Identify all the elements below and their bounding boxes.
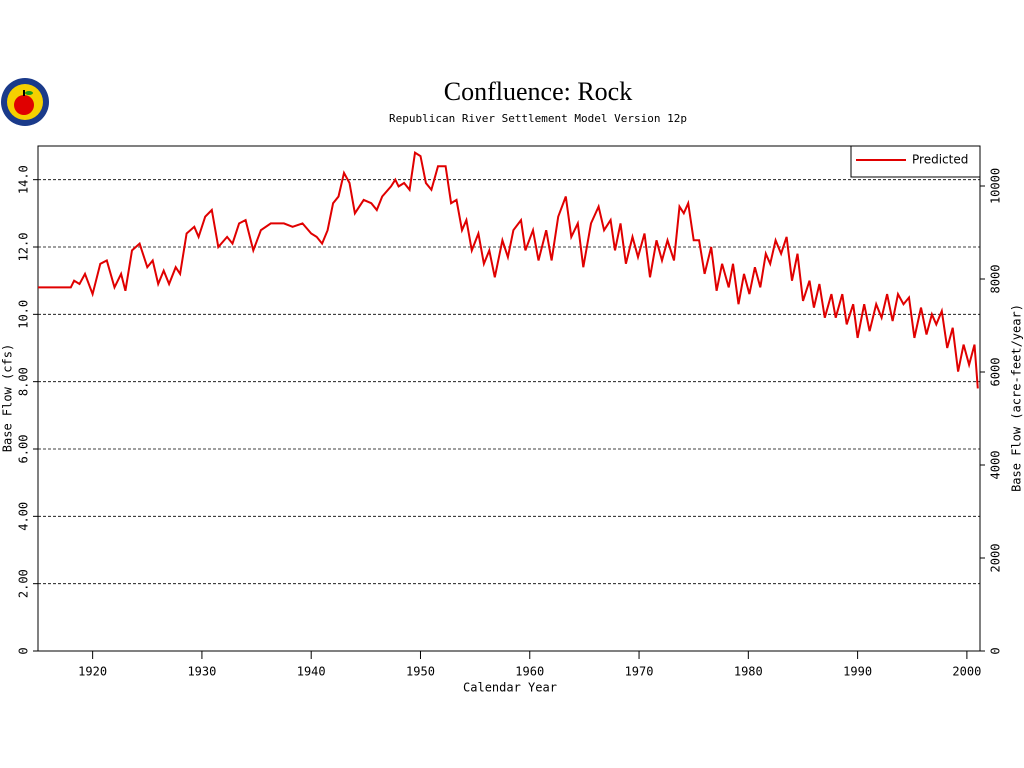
y-tick-label: 10.0 (17, 300, 31, 329)
x-tick-label: 1960 (515, 665, 544, 679)
x-tick-label: 1920 (78, 665, 107, 679)
x-tick-label: 1940 (297, 665, 326, 679)
x-tick-label: 1950 (406, 665, 435, 679)
y-tick-label: 6.00 (17, 435, 31, 464)
y-tick-label: 2.00 (17, 569, 31, 598)
y-tick-label: 12.0 (17, 233, 31, 262)
x-axis-label: Calendar Year (463, 681, 557, 695)
y-tick-label: 8.00 (17, 367, 31, 396)
x-tick-label: 1990 (843, 665, 872, 679)
logo (1, 78, 49, 126)
y-axis-label: Base Flow (cfs) (1, 344, 15, 452)
y-tick-label: 14.0 (17, 165, 31, 194)
y2-tick-label: 0 (989, 647, 1003, 654)
y2-tick-label: 8000 (989, 265, 1003, 294)
y2-tick-label: 4000 (989, 451, 1003, 480)
y2-axis-label: Base Flow (acre-feet/year) (1010, 304, 1024, 492)
x-tick-label: 1930 (187, 665, 216, 679)
y-tick-label: 0 (17, 647, 31, 654)
chart-subtitle: Republican River Settlement Model Versio… (389, 112, 687, 125)
legend-box (850, 145, 981, 178)
y2-tick-label: 2000 (989, 544, 1003, 573)
y2-tick-label: 10000 (989, 168, 1003, 204)
data-line (38, 151, 979, 389)
y2-tick-label: 6000 (989, 358, 1003, 387)
legend-label: Predicted (912, 153, 968, 167)
x-tick-label: 1980 (734, 665, 763, 679)
y-tick-label: 4.00 (17, 502, 31, 531)
x-tick-label: 2000 (952, 665, 981, 679)
chart-title: Confluence: Rock (444, 77, 632, 106)
plot-frame (37, 145, 981, 652)
x-tick-label: 1970 (625, 665, 654, 679)
